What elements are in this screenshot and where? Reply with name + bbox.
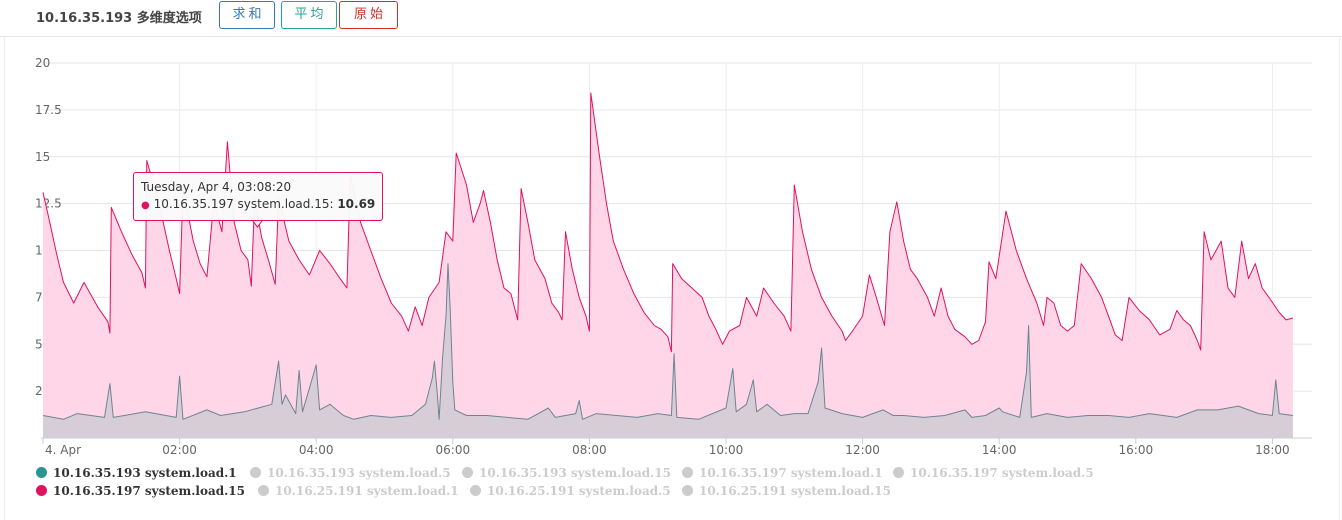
legend-swatch-icon	[682, 485, 693, 496]
legend-item[interactable]: 10.16.25.191 system.load.15	[682, 484, 891, 498]
legend-swatch-icon	[36, 485, 47, 496]
legend-swatch-icon	[250, 467, 261, 478]
legend-item[interactable]: 10.16.35.197 system.load.5	[893, 466, 1094, 480]
top-bar: 10.16.35.193 多维度选项 求和 平均 原始	[0, 0, 1342, 37]
legend-item[interactable]: 10.16.35.197 system.load.15	[36, 484, 245, 498]
x-tick-label: 02:00	[162, 443, 197, 457]
series-line-0	[42, 92, 1294, 353]
legend-label: 10.16.35.193 system.load.15	[479, 466, 671, 480]
legend-item[interactable]: 10.16.35.193 system.load.15	[462, 466, 671, 480]
legend-label: 10.16.35.197 system.load.5	[910, 466, 1094, 480]
tooltip-time: Tuesday, Apr 4, 03:08:20	[141, 180, 292, 194]
legend-swatch-icon	[462, 467, 473, 478]
tooltip-series: 10.16.35.197 system.load.15	[153, 197, 330, 211]
series-area-0	[43, 93, 1293, 438]
legend-swatch-icon	[36, 467, 47, 478]
x-tick-label: 4. Apr	[45, 443, 81, 457]
x-tick-label: 04:00	[299, 443, 334, 457]
x-tick-label: 06:00	[436, 443, 471, 457]
series-line-1	[42, 263, 1293, 420]
tooltip-value: 10.69	[337, 197, 376, 211]
y-tick-label: 17.5	[35, 103, 62, 117]
sum-button[interactable]: 求和	[219, 1, 275, 29]
legend-label: 10.16.35.197 system.load.1	[699, 466, 883, 480]
legend-label: 10.16.25.191 system.load.5	[487, 484, 671, 498]
chart-tooltip: Tuesday, Apr 4, 03:08:20 ● 10.16.35.197 …	[133, 172, 384, 221]
tooltip-row: ● 10.16.35.197 system.load.15: 10.69	[141, 197, 376, 211]
tooltip-bullet: ●	[141, 200, 150, 211]
legend-swatch-icon	[258, 485, 269, 496]
legend-item[interactable]: 10.16.25.191 system.load.1	[258, 484, 459, 498]
x-tick-label: 10:00	[709, 443, 744, 457]
chart-legend: 10.16.35.193 system.load.1 10.16.35.193 s…	[36, 466, 1336, 502]
legend-item[interactable]: 10.16.35.197 system.load.1	[682, 466, 883, 480]
legend-label: 10.16.35.193 system.load.1	[53, 466, 237, 480]
legend-item[interactable]: 10.16.25.191 system.load.5	[470, 484, 671, 498]
legend-row-1: 10.16.35.193 system.load.1 10.16.35.193 s…	[36, 466, 1336, 484]
legend-item[interactable]: 10.16.35.193 system.load.1	[36, 466, 237, 480]
legend-swatch-icon	[893, 467, 904, 478]
legend-label: 10.16.25.191 system.load.1	[275, 484, 459, 498]
legend-row-2: 10.16.35.197 system.load.15 10.16.25.191 …	[36, 484, 1336, 502]
legend-swatch-icon	[682, 467, 693, 478]
legend-label: 10.16.35.197 system.load.15	[53, 484, 245, 498]
y-tick-label: 15	[35, 150, 50, 164]
x-tick-label: 12:00	[845, 443, 880, 457]
x-tick-label: 16:00	[1119, 443, 1154, 457]
x-tick-label: 08:00	[572, 443, 607, 457]
x-tick-label: 14:00	[982, 443, 1017, 457]
series-area-1	[43, 263, 1293, 438]
legend-label: 10.16.25.191 system.load.15	[699, 484, 891, 498]
y-tick-label: 20	[35, 56, 50, 70]
raw-button[interactable]: 原始	[339, 1, 398, 29]
legend-item[interactable]: 10.16.35.193 system.load.5	[250, 466, 451, 480]
average-button[interactable]: 平均	[281, 1, 337, 29]
legend-swatch-icon	[470, 485, 481, 496]
y-tick-label: 5	[35, 337, 43, 351]
y-tick-label: 12.5	[35, 197, 62, 211]
legend-label: 10.16.35.193 system.load.5	[267, 466, 451, 480]
host-title: 10.16.35.193 多维度选项	[36, 11, 202, 26]
x-tick-label: 18:00	[1255, 443, 1290, 457]
